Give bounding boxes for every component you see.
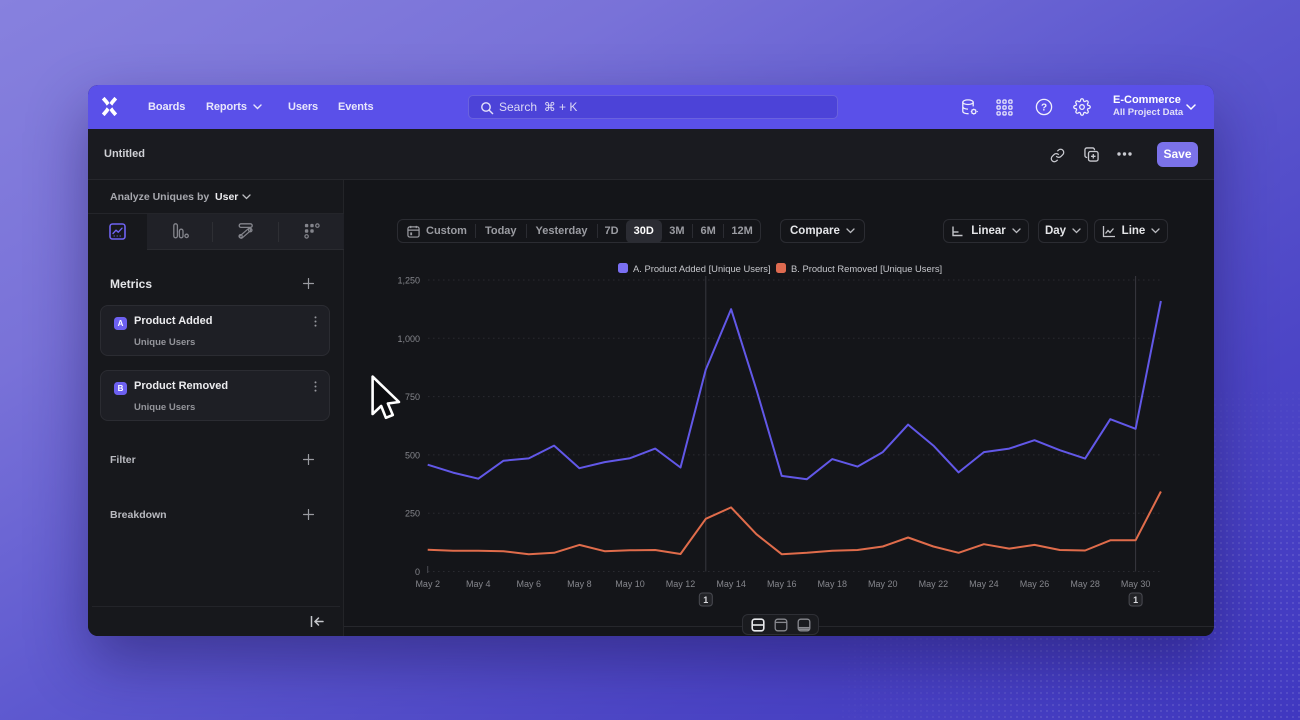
svg-text:May 10: May 10 (615, 579, 645, 589)
svg-text:750: 750 (405, 392, 420, 402)
svg-text:1: 1 (703, 595, 708, 605)
svg-text:0: 0 (415, 567, 420, 577)
svg-text:May 28: May 28 (1070, 579, 1100, 589)
svg-text:1: 1 (1133, 595, 1138, 605)
svg-text:May 14: May 14 (716, 579, 746, 589)
svg-text:500: 500 (405, 450, 420, 460)
svg-text:May 30: May 30 (1121, 579, 1151, 589)
svg-text:?: ? (1041, 103, 1047, 114)
svg-text:May 16: May 16 (767, 579, 797, 589)
svg-text:May 20: May 20 (868, 579, 898, 589)
svg-text:May 26: May 26 (1020, 579, 1050, 589)
svg-text:May 2: May 2 (415, 579, 440, 589)
svg-text:May 22: May 22 (919, 579, 949, 589)
svg-text:May 18: May 18 (817, 579, 847, 589)
svg-text:May 12: May 12 (666, 579, 696, 589)
svg-text:May 8: May 8 (567, 579, 592, 589)
svg-text:May 6: May 6 (517, 579, 542, 589)
svg-text:May 4: May 4 (466, 579, 491, 589)
svg-text:1,250: 1,250 (397, 276, 420, 286)
svg-text:May 24: May 24 (969, 579, 999, 589)
svg-text:250: 250 (405, 509, 420, 519)
svg-text:1,000: 1,000 (397, 334, 420, 344)
